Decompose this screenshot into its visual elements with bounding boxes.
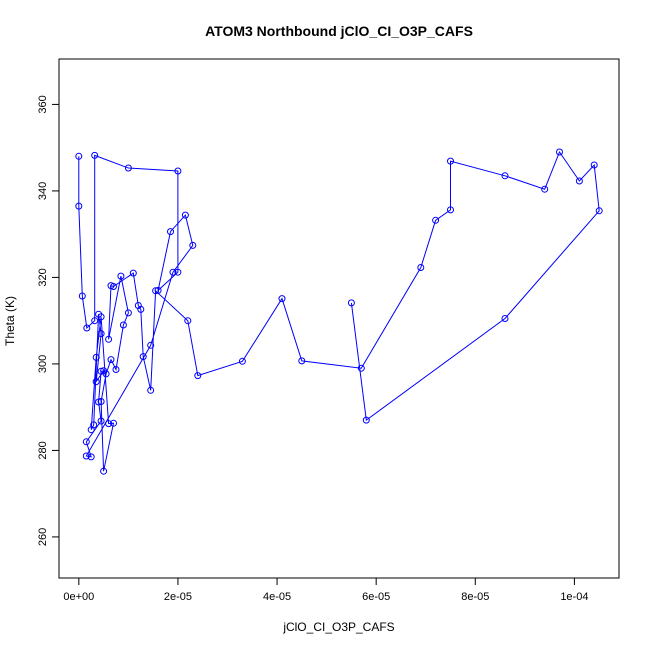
series-layer [75, 148, 603, 475]
data-point [100, 467, 108, 475]
data-point [75, 202, 83, 210]
data-point [102, 370, 110, 378]
x-axis-label: jClO_CI_O3P_CAFS [282, 620, 394, 634]
chart-title: ATOM3 Northbound jClO_CI_O3P_CAFS [205, 23, 473, 39]
data-point [357, 364, 365, 372]
data-point [129, 269, 137, 277]
data-point [447, 157, 454, 165]
data-point [167, 228, 174, 236]
series-line [78, 150, 600, 472]
data-point [107, 356, 115, 364]
data-point [189, 241, 197, 249]
data-point [147, 386, 155, 394]
data-point [112, 366, 120, 373]
data-point [82, 452, 90, 460]
y-axis-label: Theta (K) [3, 296, 17, 346]
x-tick-label: 6e-05 [362, 591, 390, 603]
data-point [105, 335, 113, 343]
data-point [181, 211, 189, 219]
data-point [417, 264, 425, 271]
data-point [75, 152, 83, 160]
data-point [169, 268, 177, 276]
data-point [95, 398, 103, 406]
data-point [92, 378, 100, 386]
x-tick-label: 0e+00 [63, 591, 94, 603]
data-point [575, 177, 583, 185]
data-point [78, 292, 86, 300]
data-point [119, 321, 127, 329]
y-tick-label: 260 [37, 528, 49, 546]
x-tick-label: 2e-05 [164, 591, 192, 603]
data-point [117, 272, 125, 280]
y-tick-label: 320 [37, 268, 49, 286]
data-point [105, 420, 113, 428]
y-tick-label: 340 [37, 182, 49, 200]
data-point [184, 317, 192, 325]
data-point [298, 357, 306, 365]
data-point [347, 299, 355, 307]
data-point [154, 286, 162, 294]
data-point [97, 330, 105, 338]
data-point [124, 164, 132, 172]
data-point [590, 161, 598, 169]
data-point [501, 315, 509, 322]
data-point [97, 313, 105, 321]
data-point [110, 419, 117, 427]
data-point [91, 317, 99, 325]
data-point [595, 207, 603, 215]
data-point [91, 151, 99, 159]
data-point [194, 372, 202, 380]
data-point [501, 172, 509, 180]
data-point [137, 305, 145, 313]
x-tick-label: 8e-05 [461, 591, 489, 603]
data-point [278, 295, 286, 303]
data-point [541, 185, 549, 193]
data-point [139, 353, 147, 361]
x-tick-label: 1e-04 [560, 591, 588, 603]
data-point [92, 353, 100, 361]
data-point [83, 324, 91, 332]
data-point [82, 438, 90, 446]
data-point [174, 268, 182, 276]
data-point [97, 417, 105, 425]
data-point [432, 216, 440, 224]
data-point [447, 206, 454, 214]
data-point [124, 309, 132, 317]
data-point [238, 357, 246, 365]
data-point [152, 287, 160, 295]
data-point [97, 398, 105, 405]
data-point [110, 283, 117, 290]
data-point [556, 148, 563, 156]
data-point [362, 416, 370, 424]
y-tick-label: 300 [37, 355, 49, 373]
data-point [174, 167, 182, 175]
x-tick-label: 4e-05 [263, 591, 291, 603]
x-axis: 0e+00 2e-05 4e-05 6e-05 8e-05 1e-04 [63, 577, 588, 603]
data-point [147, 341, 155, 349]
y-tick-label: 360 [37, 95, 49, 113]
data-point [87, 426, 95, 434]
y-tick-label: 280 [37, 441, 49, 459]
y-axis: 260 280 300 320 340 360 [37, 95, 60, 546]
data-point [87, 453, 95, 461]
